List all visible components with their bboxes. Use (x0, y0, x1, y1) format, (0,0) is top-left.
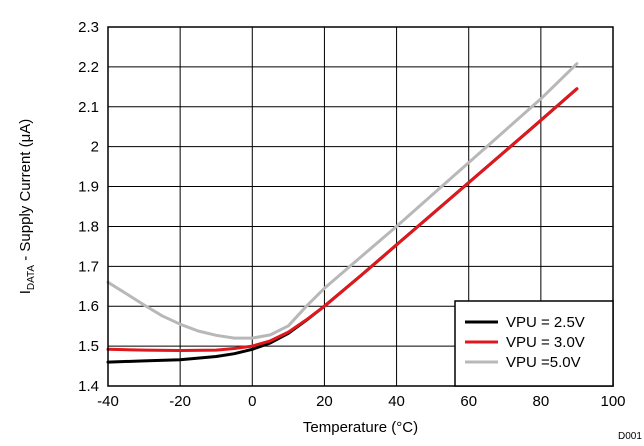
y-tick-label: 1.6 (78, 298, 99, 315)
y-tick-label: 2 (91, 139, 99, 156)
y-axis-label-rest: - Supply Current ( (17, 142, 34, 265)
legend-label: VPU =5.0V (506, 354, 581, 371)
y-tick-label: 1.9 (78, 179, 99, 196)
y-tick-label: 2.2 (78, 59, 99, 76)
legend-label: VPU = 2.5V (506, 314, 585, 331)
series-line (106, 87, 579, 352)
y-axis-label-mu: μ (17, 134, 34, 143)
y-tick-label: 1.4 (78, 378, 99, 395)
x-tick-label: 20 (316, 393, 333, 410)
x-tick-label: 40 (388, 393, 405, 410)
y-axis-label-end: A) (17, 119, 34, 134)
series-line (106, 62, 579, 340)
plot-frame (107, 26, 614, 387)
y-axis-label-sub: DATA (26, 265, 37, 291)
x-axis-label: Temperature (°C) (303, 419, 418, 436)
y-axis-label-main: I (17, 290, 34, 294)
y-tick-label: 1.7 (78, 258, 99, 275)
grid (108, 27, 613, 386)
legend-label: VPU = 3.0V (506, 334, 585, 351)
x-tick-label: -20 (169, 393, 191, 410)
y-axis-label: IDATA - Supply Current (μA) (17, 119, 37, 295)
legend-items: VPU = 2.5V VPU = 3.0V VPU =5.0V (465, 314, 585, 371)
x-tick-label: 60 (460, 393, 477, 410)
x-tick-labels: -40 -20 0 20 40 60 80 100 (97, 393, 625, 410)
y-tick-label: 2.1 (78, 99, 99, 116)
y-tick-label: 2.3 (78, 19, 99, 36)
legend-box (454, 300, 614, 387)
y-tick-label: 1.5 (78, 338, 99, 355)
y-tick-labels: 1.4 1.5 1.6 1.7 1.8 1.9 2 2.1 2.2 2.3 (78, 19, 99, 395)
x-tick-label: -40 (97, 393, 119, 410)
x-tick-label: 100 (600, 393, 625, 410)
y-tick-label: 1.8 (78, 218, 99, 235)
figure-code: D001 (618, 431, 642, 441)
legend: VPU = 2.5V VPU = 3.0V VPU =5.0V (454, 300, 614, 387)
x-tick-label: 0 (248, 393, 256, 410)
x-tick-label: 80 (533, 393, 550, 410)
series-lines (106, 62, 579, 364)
